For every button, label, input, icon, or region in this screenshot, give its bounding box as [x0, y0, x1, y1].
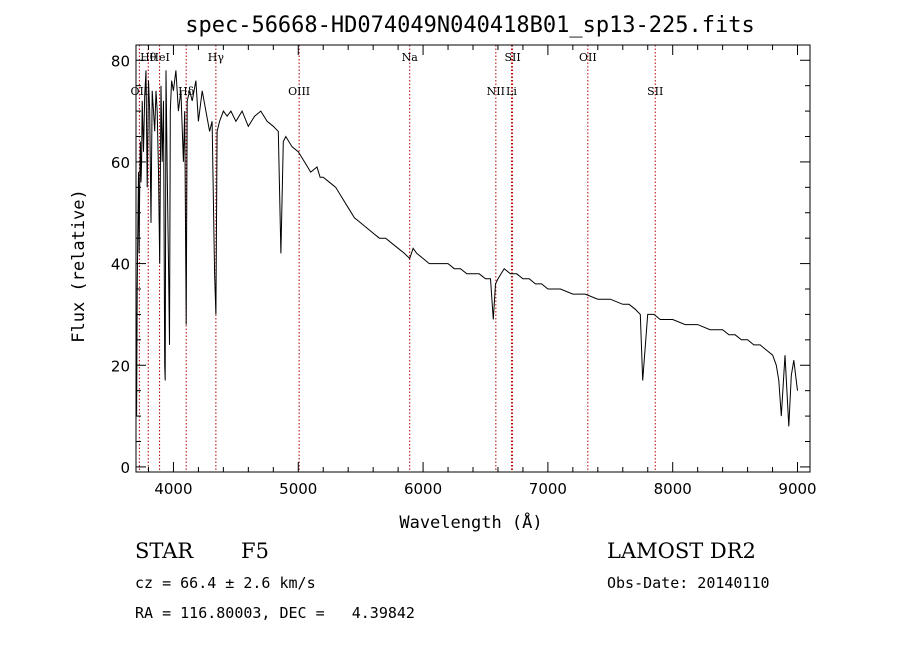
marker-label: OII [131, 85, 149, 98]
x-axis-label: Wavelength (Å) [399, 511, 542, 533]
marker-label: HeI [149, 51, 169, 64]
marker-label: Na [402, 51, 419, 64]
x-tick-label: 7000 [529, 480, 567, 498]
x-tick-label: 9000 [778, 480, 816, 498]
x-tick-label: 5000 [279, 480, 317, 498]
marker-label: Hγ [208, 51, 225, 64]
marker-label: SII [647, 85, 663, 98]
spectral-subclass: F5 [241, 539, 269, 563]
y-tick-label: 40 [111, 256, 130, 274]
x-tick-label: 6000 [404, 480, 442, 498]
y-tick-label: 0 [120, 459, 130, 477]
marker-label: SII [504, 51, 520, 64]
coordinates: RA = 116.80003, DEC = 4.39842 [135, 604, 415, 622]
y-tick-label: 60 [111, 154, 130, 172]
object-type: STAR [135, 539, 194, 563]
survey-name: LAMOST DR2 [607, 539, 756, 563]
x-tick-label: 8000 [654, 480, 692, 498]
x-axis-ticks: 4000 5000 6000 7000 8000 9000 [147, 45, 817, 498]
marker-label: OIII [288, 85, 310, 98]
marker-label: NII [487, 85, 505, 98]
y-axis-label: Flux (relative) [69, 189, 89, 343]
plot-frame [135, 44, 811, 473]
observation-date: Obs-Date: 20140110 [607, 574, 770, 592]
chart-title: spec-56668-HD074049N040418B01_sp13-225.f… [185, 13, 755, 38]
y-axis-ticks: 0 20 40 60 80 [111, 52, 810, 477]
y-tick-label: 80 [111, 52, 130, 70]
x-tick-label: 4000 [154, 480, 192, 498]
spectrum-line [135, 70, 798, 427]
redshift-info: cz = 66.4 ± 2.6 km/s [135, 574, 316, 592]
y-tick-label: 20 [111, 357, 130, 375]
marker-label: OII [579, 51, 597, 64]
marker-label: Li [506, 85, 517, 98]
